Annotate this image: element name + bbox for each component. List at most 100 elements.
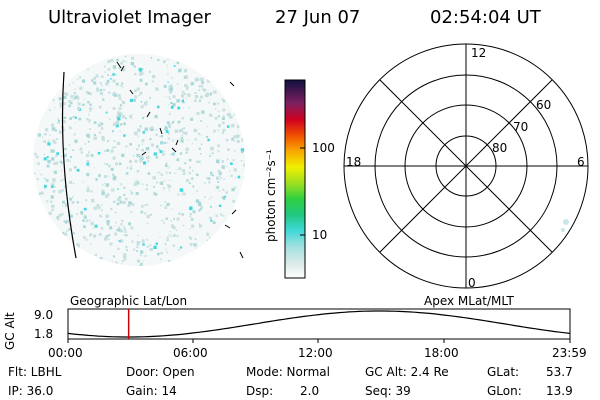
aurora-speck	[165, 249, 167, 251]
aurora-speck	[211, 152, 214, 154]
aurora-speck	[70, 95, 74, 99]
aurora-speck	[185, 85, 189, 89]
aurora-speck	[50, 200, 53, 203]
aurora-speck	[241, 139, 244, 142]
aurora-speck	[95, 178, 98, 181]
aurora-speck	[93, 136, 97, 140]
aurora-speck	[157, 105, 160, 109]
aurora-speck	[204, 196, 206, 198]
glat-label: GLat:	[487, 365, 520, 379]
aurora-speck	[189, 215, 192, 218]
altitude-strip	[67, 308, 571, 343]
aurora-speck	[115, 73, 117, 76]
aurora-speck	[202, 88, 204, 90]
aurora-speck	[223, 178, 225, 180]
aurora-speck	[85, 238, 88, 241]
aurora-speck	[75, 95, 78, 98]
aurora-speck	[179, 188, 184, 192]
lat-label-60: 60	[536, 98, 552, 112]
aurora-speck	[77, 106, 81, 110]
aurora-speck	[181, 117, 184, 120]
aurora-speck	[196, 112, 200, 116]
aurora-speck	[172, 103, 176, 107]
aurora-speck	[185, 97, 187, 99]
aurora-speck	[133, 65, 136, 68]
aurora-speck	[43, 153, 46, 156]
aurora-speck	[203, 88, 207, 92]
aurora-speck	[93, 77, 96, 80]
aurora-speck	[179, 152, 183, 155]
aurora-speck	[206, 177, 209, 180]
aurora-speck	[188, 171, 191, 175]
aurora-speck	[118, 226, 121, 228]
aurora-speck	[167, 73, 169, 75]
aurora-speck	[169, 179, 171, 181]
aurora-speck	[177, 120, 181, 124]
aurora-speck	[121, 260, 124, 262]
aurora-speck	[71, 201, 75, 204]
aurora-speck	[89, 92, 92, 96]
aurora-speck	[217, 110, 220, 113]
aurora-speck	[105, 214, 109, 218]
aurora-speck	[93, 134, 96, 136]
aurora-speck	[89, 103, 92, 106]
aurora-speck	[57, 118, 59, 120]
aurora-speck	[177, 193, 180, 196]
aurora-speck	[176, 61, 180, 65]
aurora-speck	[191, 143, 193, 145]
aurora-speck	[114, 225, 116, 227]
aurora-speck	[160, 204, 162, 207]
aurora-speck	[191, 224, 195, 228]
aurora-speck	[54, 129, 57, 132]
aurora-speck	[159, 136, 161, 138]
aurora-speck	[150, 57, 153, 59]
aurora-speck	[189, 166, 192, 169]
aurora-speck	[201, 81, 204, 84]
aurora-speck	[117, 247, 120, 250]
aurora-speck	[151, 80, 154, 83]
aurora-speck	[123, 186, 126, 189]
aurora-speck	[134, 132, 138, 136]
aurora-speck	[70, 156, 72, 158]
aurora-speck	[52, 178, 56, 182]
aurora-speck	[136, 153, 140, 157]
aurora-speck	[192, 210, 196, 214]
aurora-speck	[183, 192, 186, 196]
aurora-speck	[241, 138, 243, 140]
aurora-speck	[164, 126, 168, 129]
dsp-value: 2.0	[300, 384, 320, 398]
aurora-speck	[114, 146, 117, 149]
aurora-speck	[123, 122, 126, 126]
aurora-speck	[105, 111, 108, 114]
aurora-speck	[132, 154, 135, 157]
aurora-speck	[155, 242, 158, 245]
aurora-speck	[46, 200, 49, 203]
aurora-speck	[80, 151, 83, 154]
aurora-speck	[123, 60, 125, 62]
aurora-speck	[58, 119, 60, 122]
aurora-speck	[87, 140, 90, 143]
aurora-speck	[49, 134, 51, 136]
aurora-speck	[189, 228, 191, 230]
aurora-speck	[64, 220, 68, 224]
aurora-speck	[164, 201, 166, 203]
aurora-speck	[150, 127, 154, 131]
aurora-speck	[104, 183, 106, 185]
aurora-speck	[62, 232, 65, 235]
aurora-speck	[159, 237, 161, 239]
aurora-speck	[200, 143, 203, 146]
aurora-speck	[108, 238, 110, 240]
aurora-speck	[160, 182, 164, 185]
mlt-label-18: 18	[346, 155, 362, 169]
aurora-speck	[94, 224, 98, 228]
aurora-speck	[136, 241, 140, 245]
aurora-speck	[180, 94, 185, 98]
aurora-speck	[116, 202, 118, 204]
aurora-speck	[101, 189, 105, 193]
aurora-speck	[142, 131, 145, 134]
aurora-speck	[167, 137, 170, 140]
aurora-speck	[107, 197, 109, 198]
aurora-speck	[124, 230, 127, 233]
aurora-speck	[206, 125, 208, 128]
aurora-speck	[48, 162, 51, 164]
